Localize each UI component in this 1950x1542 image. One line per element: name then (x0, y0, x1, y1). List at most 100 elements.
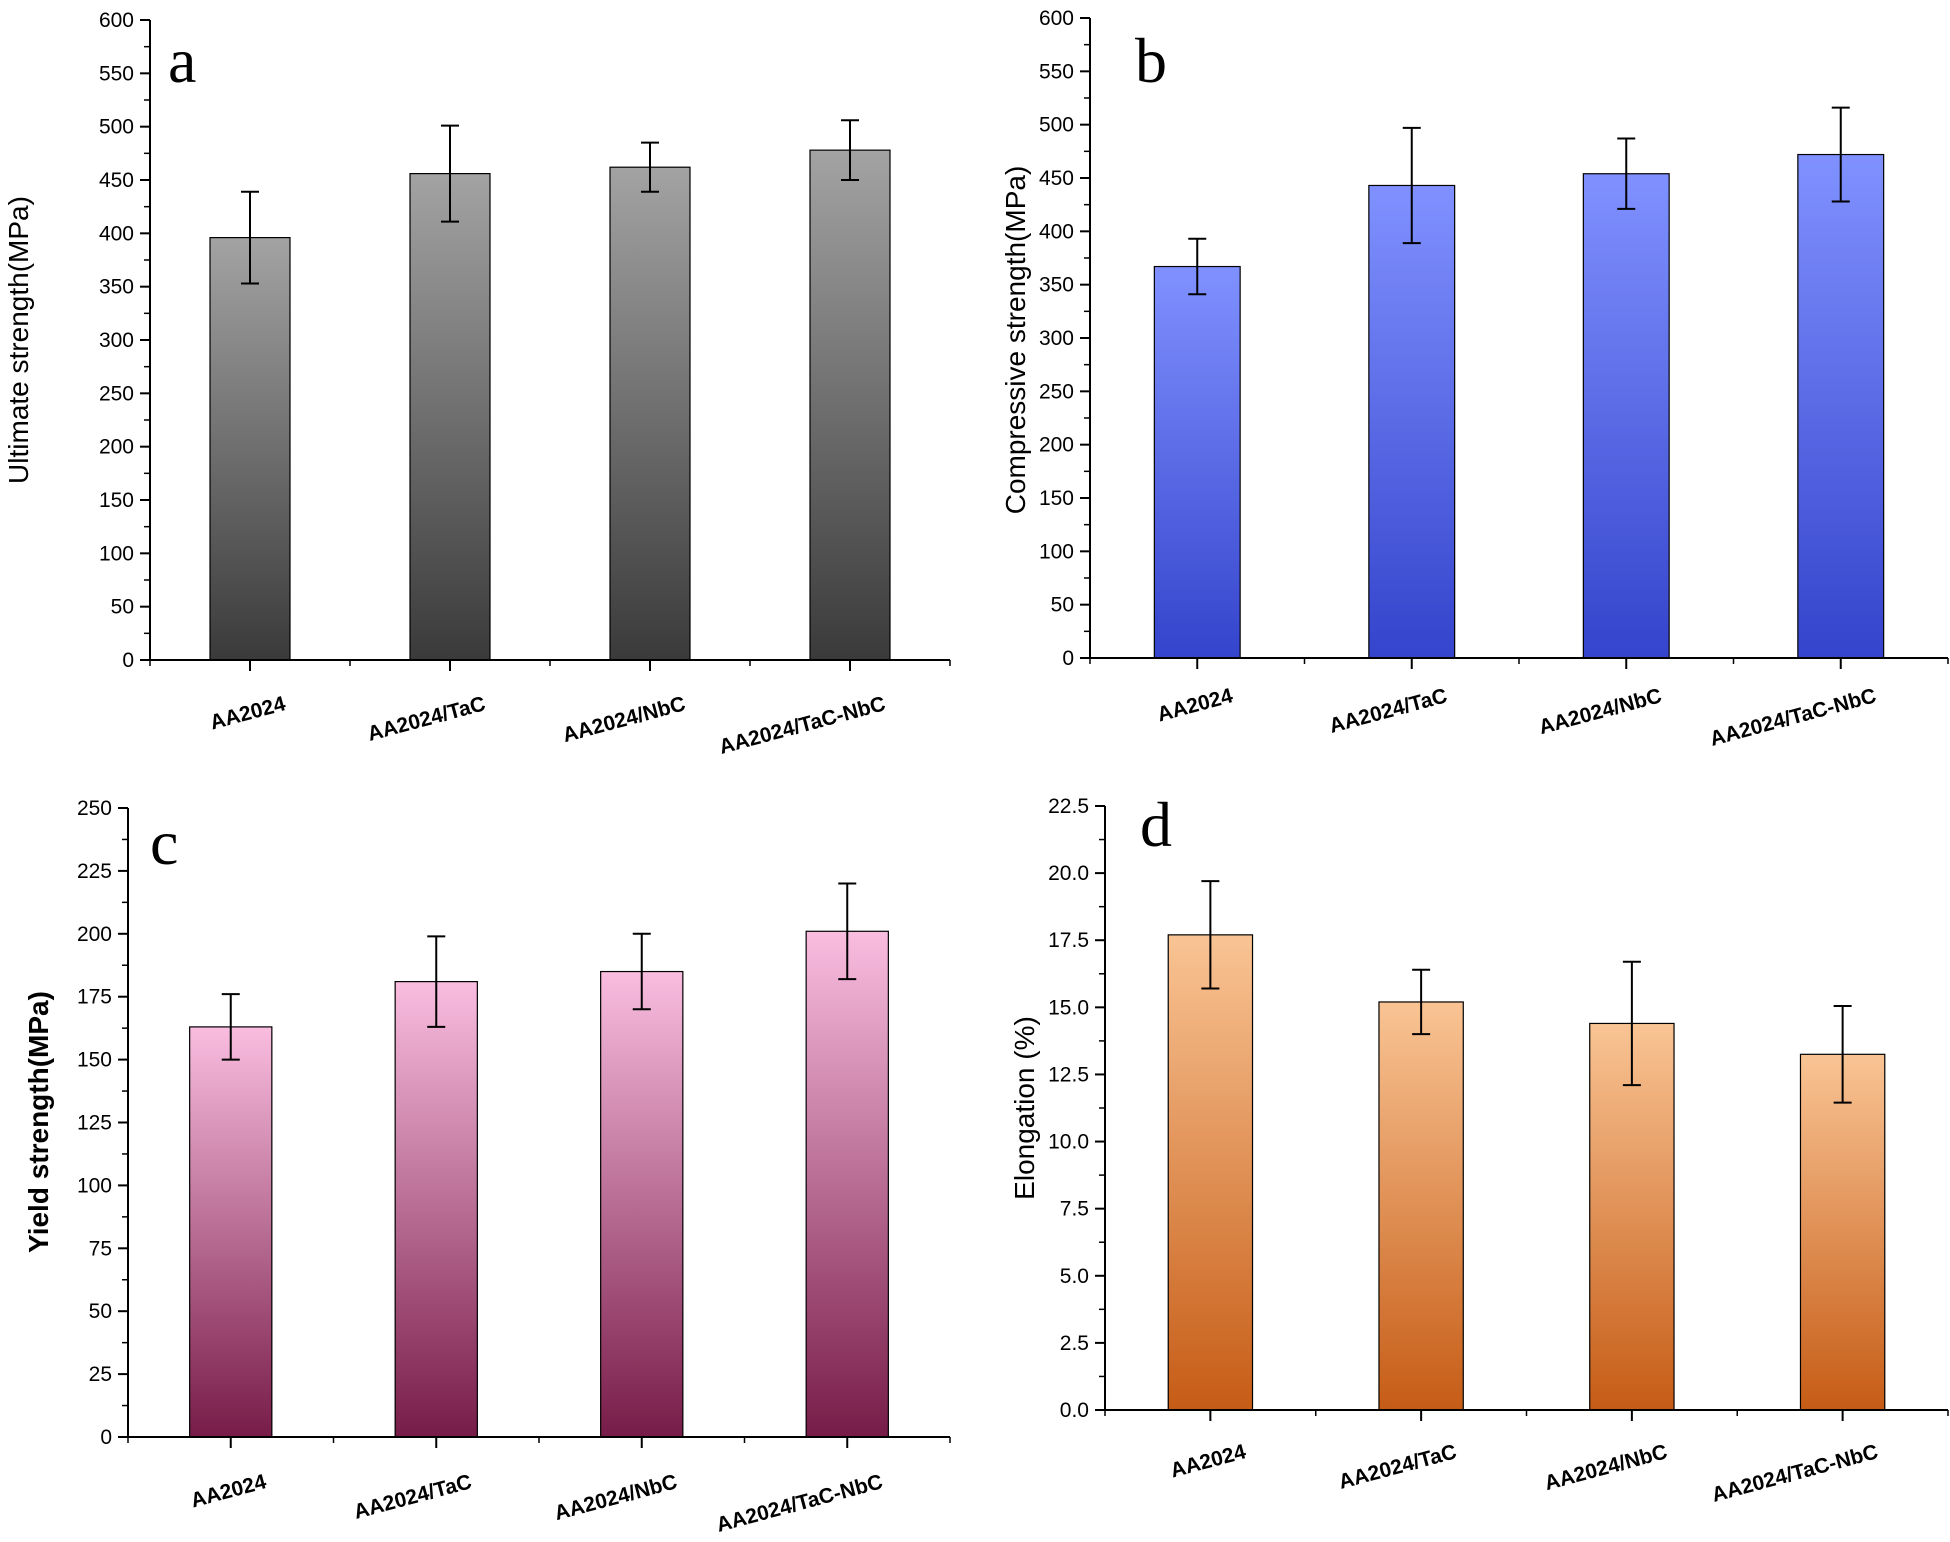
panel-letter: d (1140, 789, 1172, 860)
bar-aa2024-nbc (1589, 1022, 1675, 1411)
bar-aa2024 (1167, 934, 1254, 1411)
x-category-label: AA2024/TaC-NbC (1709, 1440, 1880, 1507)
panel-letter: c (150, 807, 178, 878)
y-tick-label: 250 (99, 382, 134, 405)
bar-aa2024 (209, 237, 291, 661)
y-tick-label: 125 (77, 1112, 112, 1135)
y-tick-label: 150 (77, 1049, 112, 1072)
x-category-label: AA2024 (188, 1470, 269, 1512)
y-tick-label: 450 (99, 169, 134, 192)
y-tick-label: 10.0 (1048, 1131, 1089, 1154)
y-tick-label: 50 (89, 1300, 112, 1323)
error-bar (1622, 960, 1641, 1087)
error-bar (841, 119, 859, 181)
error-bar (641, 141, 659, 193)
x-category-label: AA2024/TaC-NbC (714, 1470, 885, 1537)
error-bar (221, 993, 240, 1061)
bar-aa2024-nbc (1582, 173, 1670, 659)
bar-aa2024-tac-nbc (1799, 1053, 1886, 1411)
error-bar (1617, 137, 1636, 210)
y-tick-label: 200 (99, 436, 134, 459)
y-tick-label: 150 (99, 489, 134, 512)
error-bar (1833, 1004, 1852, 1104)
y-tick-label: 5.0 (1060, 1265, 1089, 1288)
y-tick-label: 0 (100, 1426, 112, 1449)
bar-aa2024-tac (1368, 184, 1456, 659)
y-tick-label: 550 (1039, 60, 1074, 83)
y-tick-label: 225 (77, 860, 112, 883)
x-category-label: AA2024/NbC (552, 1470, 680, 1525)
y-tick-label: 25 (89, 1363, 112, 1386)
y-tick-label: 0.0 (1060, 1399, 1089, 1422)
x-category-label: AA2024/TaC (1327, 684, 1450, 738)
y-tick-label: 350 (99, 276, 134, 299)
error-bar (427, 935, 446, 1028)
y-tick-label: 75 (89, 1237, 112, 1260)
panel-c: 0 25 50 75 100 125 150 175 200 225 250 AA2024 AA2024… (23, 797, 951, 1537)
x-category-label: AA2024/TaC-NbC (1707, 684, 1878, 751)
panel-a: 0 50 100 150 200 250 300 350 400 450 500 550 600 AA20… (3, 9, 951, 759)
panel-b: 0 50 100 150 200 250 300 350 400 450 500 550 600 AA20… (1000, 7, 1949, 751)
y-tick-label: 100 (77, 1174, 112, 1197)
y-tick-label: 20.0 (1048, 862, 1089, 885)
y-tick-label: 0 (122, 649, 134, 672)
y-tick-label: 200 (77, 923, 112, 946)
error-bar (1201, 880, 1220, 990)
y-tick-label: 450 (1039, 167, 1074, 190)
y-tick-label: 350 (1039, 274, 1074, 297)
y-tick-label: 400 (1039, 220, 1074, 243)
x-category-label: AA2024/TaC-NbC (717, 692, 888, 759)
bar-aa2024-nbc (609, 166, 691, 661)
error-bar (441, 124, 459, 223)
bar-aa2024-tac-nbc (1797, 153, 1885, 659)
y-tick-label: 2.5 (1060, 1332, 1089, 1355)
error-bar (838, 882, 857, 981)
bar-aa2024-tac (409, 173, 491, 661)
y-tick-label: 12.5 (1048, 1063, 1089, 1086)
y-tick-label: 17.5 (1048, 929, 1089, 952)
y-tick-label: 15.0 (1048, 996, 1089, 1019)
x-category-label: AA2024/NbC (1536, 684, 1664, 739)
x-category-label: AA2024/TaC (351, 1470, 474, 1524)
x-category-label: AA2024 (208, 692, 289, 734)
panel-d: 0.0 2.5 5.0 7.5 10.0 12.5 15.0 17.5 20.0 22.5 AA20… (1009, 789, 1949, 1507)
x-category-label: AA2024/NbC (560, 692, 688, 747)
error-bar (632, 932, 651, 1011)
error-bar (1188, 237, 1207, 296)
y-tick-label: 550 (99, 62, 134, 85)
y-tick-label: 250 (1039, 380, 1074, 403)
y-axis-title: Ultimate strength(MPa) (3, 196, 34, 484)
y-tick-label: 7.5 (1060, 1198, 1089, 1221)
bar-aa2024-nbc (600, 970, 684, 1438)
y-tick-label: 200 (1039, 434, 1074, 457)
y-tick-label: 300 (99, 329, 134, 352)
x-category-label: AA2024/TaC (1336, 1440, 1459, 1494)
y-tick-label: 50 (111, 596, 134, 619)
y-tick-label: 150 (1039, 487, 1074, 510)
panel-letter: a (168, 25, 196, 96)
x-category-label: AA2024/NbC (1542, 1440, 1670, 1495)
bar-aa2024 (189, 1026, 273, 1438)
y-tick-label: 50 (1051, 594, 1074, 617)
bar-aa2024-tac-nbc (809, 149, 891, 661)
bar-aa2024-tac (394, 981, 478, 1438)
error-bar (241, 190, 259, 285)
y-tick-label: 22.5 (1048, 795, 1089, 818)
x-category-label: AA2024 (1155, 684, 1236, 726)
y-tick-label: 0 (1062, 647, 1074, 670)
y-tick-label: 100 (1039, 540, 1074, 563)
bar-aa2024-tac (1378, 1001, 1464, 1411)
y-tick-label: 500 (99, 116, 134, 139)
y-axis-title: Yield strength(MPa) (23, 991, 54, 1253)
y-tick-label: 500 (1039, 114, 1074, 137)
y-tick-label: 250 (77, 797, 112, 820)
x-category-label: AA2024/TaC (365, 692, 488, 746)
y-tick-label: 600 (1039, 7, 1074, 30)
bar-aa2024-tac-nbc (805, 930, 889, 1438)
y-tick-label: 175 (77, 986, 112, 1009)
y-tick-label: 400 (99, 222, 134, 245)
y-axis-title: Elongation (%) (1009, 1016, 1040, 1200)
error-bar (1412, 968, 1431, 1036)
error-bar (1831, 106, 1850, 203)
